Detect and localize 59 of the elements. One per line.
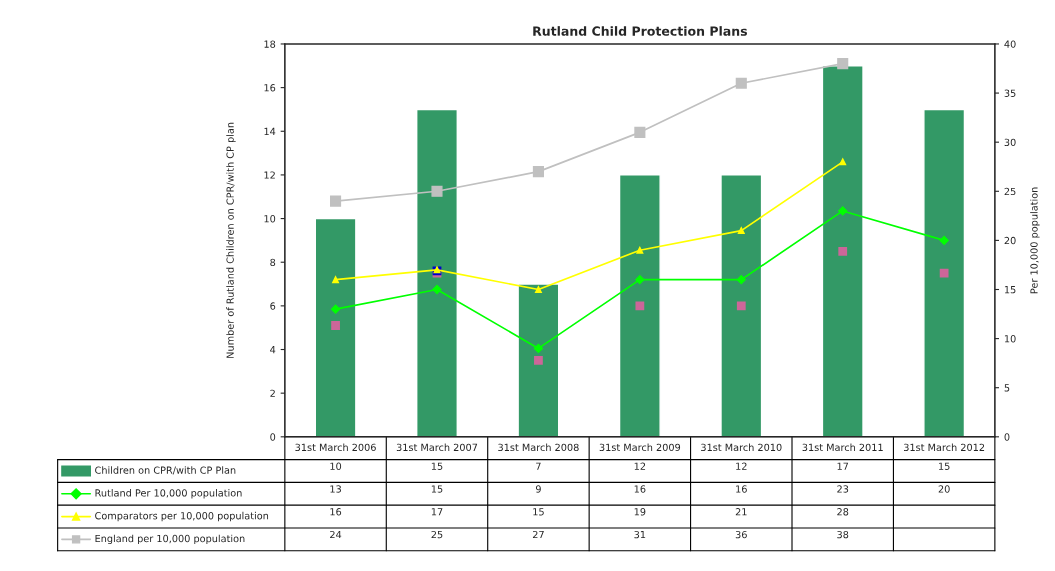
data-label: 16 (330, 508, 342, 516)
data-label: 31 (634, 530, 646, 539)
data-label: 21 (735, 508, 747, 516)
y-tick-label: 0 (270, 433, 276, 441)
legend-label: Comparators per 10,000 population (95, 511, 269, 522)
legend-label: England per 10,000 population (95, 534, 245, 545)
y2-tick-label: 15 (1004, 286, 1016, 294)
y-tick-label: 2 (270, 389, 275, 397)
data-label: 12 (736, 462, 747, 470)
data-label: 27 (532, 530, 544, 539)
data-label: 28 (837, 508, 849, 516)
data-label: 38 (837, 530, 849, 539)
data-label: 15 (431, 462, 443, 470)
x-tick-label: 31st March 2006 (295, 443, 376, 452)
x-tick-label: 31st March 2011 (802, 443, 883, 452)
data-label: 13 (330, 485, 341, 493)
y2-tick-label: 5 (1004, 384, 1010, 392)
y-tick-label: 4 (270, 346, 276, 354)
data-label: 23 (837, 485, 849, 493)
data-label: 24 (330, 530, 342, 539)
data-label: 7 (536, 462, 541, 470)
data-label: 17 (431, 508, 443, 516)
y2-tick-label: 35 (1004, 89, 1016, 97)
data-label: 36 (735, 530, 747, 539)
y2-tick-label: 30 (1004, 138, 1016, 147)
data-label: 16 (634, 485, 646, 493)
x-tick-label: 31st March 2007 (396, 443, 478, 452)
y2-tick-label: 0 (1004, 433, 1010, 441)
x-tick-label: 31st March 2008 (498, 443, 579, 452)
y-tick-label: 6 (270, 302, 276, 310)
data-label: 15 (939, 462, 950, 470)
y-tick-label: 16 (264, 84, 276, 92)
y2-axis-title: Per 10,000 population (1030, 187, 1040, 294)
data-label: 12 (634, 462, 646, 470)
data-label: 17 (837, 462, 849, 470)
data-label: 20 (938, 485, 950, 493)
legend-label: Children on CPR/with CP Plan (95, 466, 236, 475)
x-tick-label: 31st March 2010 (701, 443, 782, 452)
data-label: 15 (533, 508, 544, 516)
y-tick-label: 12 (264, 171, 275, 179)
data-label: 10 (330, 462, 342, 470)
data-label: 19 (634, 508, 646, 516)
y2-tick-label: 10 (1004, 335, 1016, 343)
y2-tick-label: 40 (1004, 40, 1016, 48)
y2-tick-label: 20 (1004, 236, 1016, 245)
y-tick-label: 14 (264, 127, 276, 135)
legend-label: Rutland Per 10,000 population (95, 489, 242, 499)
data-label: 15 (431, 485, 443, 493)
data-label: 16 (736, 485, 747, 493)
data-label: 25 (431, 530, 443, 539)
y-axis-title: Number of Rutland Children on CPR/with CP plan (226, 122, 236, 358)
y2-tick-label: 25 (1004, 187, 1016, 196)
y-tick-label: 18 (264, 40, 276, 48)
x-tick-label: 31st March 2009 (599, 443, 681, 452)
x-tick-label: 31st March 2012 (903, 443, 985, 452)
data-label: 9 (535, 485, 541, 493)
y-tick-label: 10 (264, 215, 276, 223)
y-tick-label: 8 (270, 258, 276, 267)
chart-title: Rutland Child Protection Plans (533, 26, 747, 36)
